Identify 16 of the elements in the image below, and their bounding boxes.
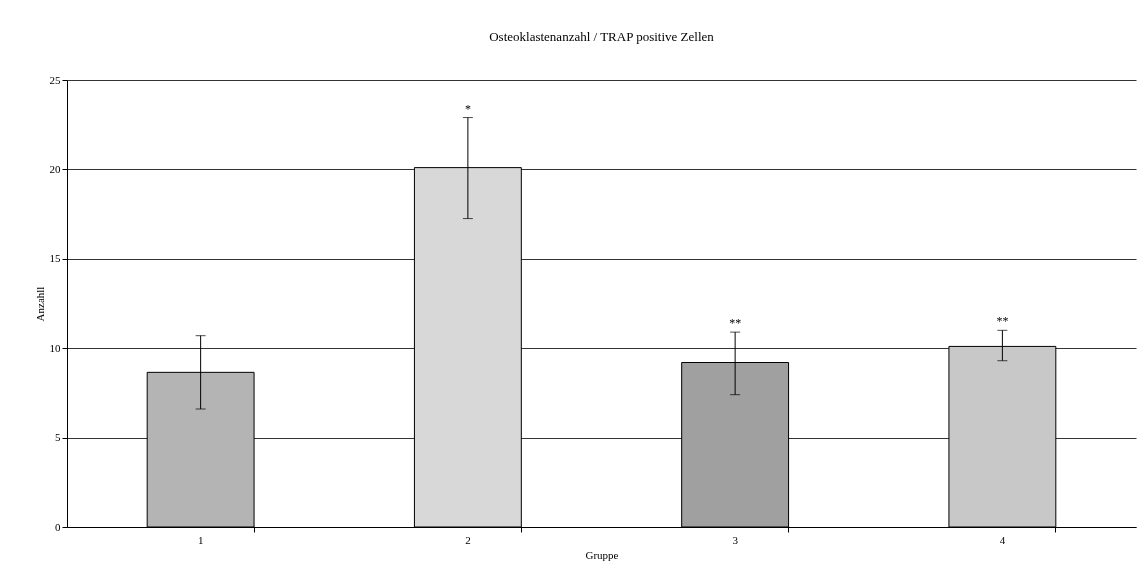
y-tick-label: 0	[55, 520, 61, 533]
x-tick-label: 2	[465, 533, 471, 546]
y-tick-label: 20	[49, 162, 61, 175]
annotation: *	[464, 101, 471, 116]
y-tick-label: 10	[49, 341, 61, 354]
y-tick-label: 5	[55, 431, 61, 444]
x-tick-label: 3	[732, 533, 739, 546]
x-tick-label: 1	[197, 533, 204, 546]
x-axis-title: Gruppe	[585, 548, 619, 561]
annotation: **	[996, 314, 1009, 329]
annotation: **	[729, 316, 742, 331]
y-tick-label: 25	[49, 73, 61, 86]
y-axis-title: Anzahll	[33, 286, 46, 322]
y-tick-label: 15	[49, 252, 61, 265]
x-tick-label: 4	[999, 533, 1006, 546]
chart-title: Osteoklastenanzahl / TRAP positive Zellen	[489, 29, 715, 44]
